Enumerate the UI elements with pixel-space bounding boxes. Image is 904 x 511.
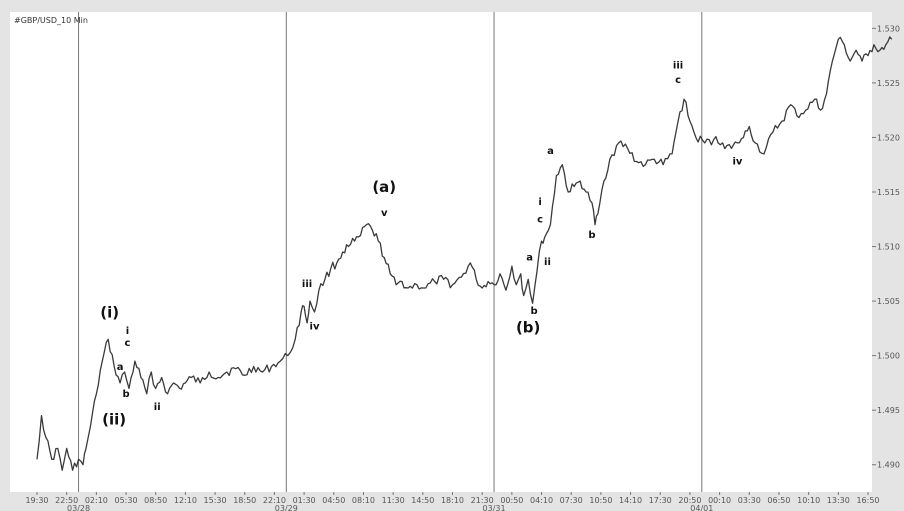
- wave-label: iii: [302, 279, 312, 290]
- x-tick-label: 14:50: [411, 496, 434, 505]
- wave-label: c: [125, 338, 131, 349]
- x-tick-label: 04:10: [530, 496, 553, 505]
- y-tick-label: 1.505: [877, 297, 900, 306]
- y-tick-label: 1.500: [877, 352, 900, 361]
- y-axis: 1.490 1.495 1.500 1.505 1.510 1.515 1.520 1.525…: [872, 24, 900, 470]
- wave-label: b: [531, 306, 538, 317]
- x-tick-label: 16:50: [856, 496, 879, 505]
- wave-label: (ii): [102, 410, 126, 428]
- x-tick-label: 14:10: [619, 496, 642, 505]
- x-tick-label: 11:30: [382, 496, 405, 505]
- axis-strip-bottom: [0, 492, 904, 511]
- x-tick-label: 15:30: [204, 496, 227, 505]
- x-tick-label: 18:10: [441, 496, 464, 505]
- wave-label: iii: [673, 61, 683, 72]
- date-label: 03/31: [483, 504, 506, 511]
- wave-label: a: [117, 362, 124, 373]
- x-tick-label: 21:30: [471, 496, 494, 505]
- x-tick-label: 22:50: [55, 496, 78, 505]
- wave-label: a: [526, 253, 533, 264]
- x-axis: 19:30 22:50 02:10 05:30 08:50 12:10 15:30 18:50…: [25, 492, 880, 505]
- chart-title: #GBP/USD_10 Min: [14, 16, 88, 25]
- wave-label: c: [537, 215, 543, 226]
- y-tick-label: 1.490: [877, 461, 900, 470]
- x-tick-label: 22:10: [263, 496, 286, 505]
- axis-strip-right: [872, 0, 904, 511]
- wave-label: a: [547, 146, 554, 157]
- x-tick-label: 02:10: [85, 496, 108, 505]
- date-label: 03/29: [275, 504, 298, 511]
- x-tick-label: 08:50: [144, 496, 167, 505]
- wave-label: (a): [372, 178, 396, 196]
- wave-label: ii: [544, 257, 551, 268]
- wave-label: (b): [516, 319, 540, 337]
- x-tick-label: 01:30: [293, 496, 316, 505]
- wave-label: (i): [100, 303, 119, 321]
- wave-label: ii: [154, 402, 161, 413]
- x-tick-label: 00:50: [500, 496, 523, 505]
- y-tick-label: 1.510: [877, 243, 900, 252]
- wave-label: i: [126, 326, 129, 337]
- wave-label: c: [675, 75, 681, 86]
- y-tick-label: 1.520: [877, 133, 900, 142]
- x-tick-label: 10:50: [589, 496, 612, 505]
- x-tick-label: 17:30: [649, 496, 672, 505]
- date-labels: 03/28 03/29 03/31 04/01: [67, 504, 713, 511]
- x-tick-label: 00:10: [708, 496, 731, 505]
- price-series: [36, 36, 893, 471]
- x-tick-label: 18:50: [233, 496, 256, 505]
- x-tick-label: 12:10: [174, 496, 197, 505]
- x-tick-label: 13:30: [827, 496, 850, 505]
- x-tick-label: 04:50: [322, 496, 345, 505]
- wave-label: v: [381, 208, 388, 219]
- x-tick-label: 03:30: [738, 496, 761, 505]
- x-tick-label: 19:30: [25, 496, 48, 505]
- x-tick-label: 07:30: [560, 496, 583, 505]
- y-tick-label: 1.530: [877, 24, 900, 33]
- wave-label: iv: [310, 321, 320, 332]
- wave-label: b: [588, 230, 595, 241]
- price-line: [36, 36, 893, 471]
- wave-label: i: [538, 197, 541, 208]
- date-label: 04/01: [690, 504, 713, 511]
- wave-label: b: [122, 389, 129, 400]
- x-tick-label: 08:10: [352, 496, 375, 505]
- x-tick-label: 10:10: [797, 496, 820, 505]
- y-tick-label: 1.525: [877, 79, 900, 88]
- x-tick-label: 05:30: [115, 496, 138, 505]
- plot-background: [10, 12, 872, 492]
- y-tick-label: 1.515: [877, 188, 900, 197]
- day-separators: [78, 12, 703, 492]
- wave-label: iv: [732, 157, 742, 168]
- y-tick-label: 1.495: [877, 406, 900, 415]
- x-tick-label: 06:50: [767, 496, 790, 505]
- x-tick-label: 20:50: [678, 496, 701, 505]
- date-label: 03/28: [67, 504, 90, 511]
